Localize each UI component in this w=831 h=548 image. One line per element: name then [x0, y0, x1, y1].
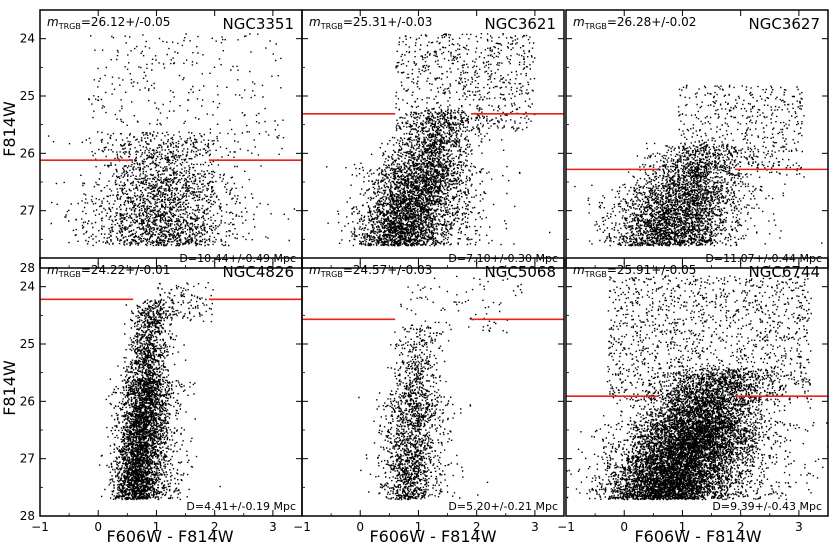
- trgb-subscript: TRGB: [58, 22, 81, 31]
- star-points: [326, 33, 551, 247]
- trgb-symbol: m: [47, 15, 59, 29]
- x-tick-label: 0: [94, 520, 102, 534]
- trgb-value: =24.57+/-0.03: [343, 263, 433, 277]
- trgb-subscript: TRGB: [320, 22, 343, 31]
- galaxy-name: NGC3351: [223, 15, 295, 33]
- trgb-label: mTRGB=26.12+/-0.05: [47, 15, 170, 31]
- x-tick-label: 1: [153, 520, 161, 534]
- y-tick-label: 25: [20, 89, 35, 103]
- y-axis-label-bottom: F814W: [0, 360, 19, 416]
- x-tick-label: 3: [795, 520, 803, 534]
- x-tick-label: 3: [531, 520, 539, 534]
- x-tick-label: 0: [356, 520, 364, 534]
- star-points: [47, 33, 296, 247]
- trgb-value: =25.31+/-0.03: [343, 15, 433, 29]
- distance-label: D=5.20+/-0.21 Mpc: [448, 500, 558, 513]
- galaxy-name: NGC5068: [485, 263, 557, 281]
- trgb-symbol: m: [47, 263, 59, 277]
- panel-ngc6744: −1 0 1 2 3 mTRGB=25.91+/-0.05 NGC6744 D=9.39+/-…: [557, 257, 829, 534]
- y-tick-label: 28: [20, 509, 35, 523]
- galaxy-name: NGC3621: [485, 15, 557, 33]
- x-tick-label: 2: [473, 520, 481, 534]
- panel-ngc5068: −1 0 1 2 3 mTRGB=24.57+/-0.03 NGC5068 D=5.20+/-…: [293, 257, 565, 534]
- y-tick-label: 25: [20, 337, 35, 351]
- trgb-value: =24.22+/-0.01: [81, 263, 171, 277]
- star-points: [358, 275, 523, 501]
- x-tick-label: 1: [415, 520, 423, 534]
- panel-ngc3627: mTRGB=26.28+/-0.02 NGC3627D=11.07+/-0.44 …: [565, 9, 829, 269]
- x-tick-label: 3: [269, 520, 277, 534]
- star-points: [566, 275, 828, 501]
- trgb-subscript: TRGB: [320, 270, 343, 279]
- y-tick-label: 26: [20, 394, 35, 408]
- trgb-value: =25.91+/-0.05: [607, 263, 697, 277]
- x-tick-label: 0: [620, 520, 628, 534]
- x-tick-label: −1: [31, 520, 49, 534]
- x-axis-label-right: F606W - F814W: [634, 527, 761, 546]
- trgb-symbol: m: [573, 15, 585, 29]
- trgb-value: =26.28+/-0.02: [607, 15, 697, 29]
- y-tick-label: 27: [20, 452, 35, 466]
- galaxy-name: NGC3627: [749, 15, 821, 33]
- trgb-label: mTRGB=24.57+/-0.03: [309, 263, 432, 279]
- x-axis-label-left: F606W - F814W: [106, 527, 233, 546]
- star-points: [574, 84, 823, 247]
- trgb-label: mTRGB=26.28+/-0.02: [573, 15, 696, 31]
- trgb-label: mTRGB=25.91+/-0.05: [573, 263, 696, 279]
- x-tick-label: 2: [737, 520, 745, 534]
- panel-frame: [565, 257, 829, 517]
- trgb-label: mTRGB=24.22+/-0.01: [47, 263, 170, 279]
- panel-frame: [301, 9, 565, 269]
- trgb-symbol: m: [309, 263, 321, 277]
- x-tick-label: −1: [293, 520, 311, 534]
- trgb-subscript: TRGB: [584, 270, 607, 279]
- galaxy-name: NGC6744: [749, 263, 821, 281]
- y-tick-label: 24: [20, 32, 35, 46]
- distance-label: D=4.41+/-0.19 Mpc: [186, 500, 296, 513]
- x-tick-label: −1: [557, 520, 575, 534]
- y-tick-label: 27: [20, 204, 35, 218]
- y-tick-label: 24: [20, 280, 35, 294]
- y-tick-label: 28: [20, 261, 35, 275]
- y-axis-label-top: F814W: [0, 101, 19, 157]
- trgb-symbol: m: [573, 263, 585, 277]
- galaxy-name: NGC4826: [223, 263, 295, 281]
- trgb-symbol: m: [309, 15, 321, 29]
- trgb-value: =26.12+/-0.05: [81, 15, 171, 29]
- x-tick-label: 1: [679, 520, 687, 534]
- panel-frame: [565, 9, 829, 269]
- x-axis-label-middle: F606W - F814W: [369, 527, 496, 546]
- y-tick-label: 26: [20, 146, 35, 160]
- star-points: [98, 282, 221, 501]
- panel-frame: [301, 257, 565, 517]
- trgb-subscript: TRGB: [58, 270, 81, 279]
- trgb-label: mTRGB=25.31+/-0.03: [309, 15, 432, 31]
- distance-label: D=9.39+/-0.43 Mpc: [712, 500, 822, 513]
- trgb-subscript: TRGB: [584, 22, 607, 31]
- x-tick-label: 2: [211, 520, 219, 534]
